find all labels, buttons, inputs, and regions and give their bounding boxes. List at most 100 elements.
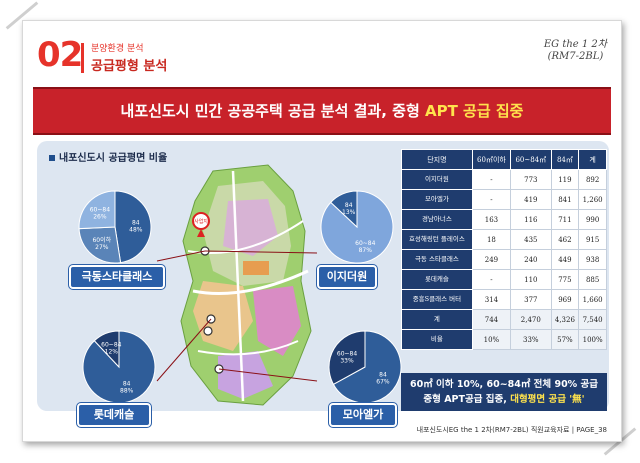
pie-slice-label: 84 <box>345 202 353 209</box>
bullet-square-icon <box>49 155 55 161</box>
pie-slice-percent: 88% <box>120 387 134 394</box>
table-cell: 711 <box>550 209 580 230</box>
table-cell: 462 <box>550 229 580 250</box>
table-cell: 57% <box>550 329 580 350</box>
pie-slice-label: 84 <box>132 219 140 226</box>
table-header-cell: 60㎡이하 <box>471 149 512 170</box>
table-cell: 240 <box>510 249 552 270</box>
table-cell: 885 <box>578 269 607 290</box>
pie-slice-label: 60~84 <box>90 207 110 214</box>
table-cell: 110 <box>510 269 552 290</box>
table-row: 경남아너스 163 116 711 990 <box>401 209 607 230</box>
label-moa: 모아엘가 <box>329 403 397 427</box>
table-cell: 18 <box>471 229 512 250</box>
pie-slice <box>114 190 152 264</box>
pie-slice-label: 60이하 <box>92 236 111 244</box>
pie-slice-percent: 12% <box>105 349 119 356</box>
project-name-line1: EG the 1 2차 <box>543 39 607 50</box>
pie-slice-label: 84 <box>379 372 387 379</box>
table-cell: 1,260 <box>578 189 607 210</box>
project-name: EG the 1 2차 (RM7-2BL) <box>544 39 607 63</box>
table-row: 계 744 2,470 4,326 7,540 <box>401 309 607 330</box>
table-cell: 4,326 <box>550 309 580 330</box>
table-cell: 435 <box>510 229 552 250</box>
table-cell: 116 <box>510 209 552 230</box>
summary-line2: 중형 APT공급 집중, 대형평면 공급 '無' <box>401 392 607 407</box>
table-header-cell: 84㎡ <box>550 149 580 170</box>
table-cell: 938 <box>578 249 607 270</box>
table-cell: - <box>471 189 512 210</box>
table-cell: 377 <box>510 289 552 310</box>
pie-slice <box>78 226 122 264</box>
panel-title: 내포신도시 공급평면 비율 <box>49 149 167 164</box>
pie-slice <box>330 190 358 229</box>
table-row: 중흥S클래스 버터 314 377 969 1,660 <box>401 289 607 310</box>
table-cell: 773 <box>510 169 552 190</box>
headline-highlight: APT 공급 집중 <box>424 102 524 120</box>
table-row-header: 경남아너스 <box>401 209 473 230</box>
pie-slice-percent: 33% <box>340 357 354 364</box>
table-row-header: 이지더원 <box>401 169 473 190</box>
table-cell: 892 <box>578 169 607 190</box>
pie-slice <box>332 330 402 404</box>
table-cell: 775 <box>550 269 580 290</box>
label-lotte: 롯데캐슬 <box>77 403 151 427</box>
pie-slice-percent: 26% <box>93 214 107 221</box>
table-row: 비율 10% 33% 57% 100% <box>401 329 607 350</box>
summary-note: 60㎡ 이하 10%, 60~84㎡ 전체 90% 공급 중형 APT공급 집중… <box>401 373 607 411</box>
table-header-cell: 60~84㎡ <box>510 149 552 170</box>
label-easy: 이지더원 <box>317 265 377 289</box>
table-header-row: 단지명 60㎡이하 60~84㎡ 84㎡ 계 <box>401 149 607 170</box>
pie-slice-label: 84 <box>123 380 131 387</box>
pie-slice-percent: 27% <box>95 244 109 251</box>
table-cell: 7,540 <box>578 309 607 330</box>
pie-slice-percent: 67% <box>376 379 390 386</box>
connector-lines <box>156 250 318 382</box>
table-row: 롯데캐슬 -110 775 885 <box>401 269 607 290</box>
pie-slice-label: 60~84 <box>337 350 357 357</box>
label-geukdong: 극동스타클래스 <box>69 265 165 289</box>
table-cell: 314 <box>471 289 512 310</box>
section-number: 02 <box>37 35 83 75</box>
table-row: 효성해링턴 플레이스 18 435 462 915 <box>401 229 607 250</box>
table-cell: 449 <box>550 249 580 270</box>
content-panel: 내포신도시 공급평면 비율 사업지 84 <box>37 141 609 427</box>
table-cell: 744 <box>471 309 512 330</box>
table-cell: 2,470 <box>510 309 552 330</box>
table-cell: 1,660 <box>578 289 607 310</box>
table-row-header: 비율 <box>401 329 473 350</box>
table-row-header: 효성해링턴 플레이스 <box>401 229 473 250</box>
table-cell: 33% <box>510 329 552 350</box>
table-cell: 10% <box>471 329 512 350</box>
table-row-header: 모아엘가 <box>401 189 473 210</box>
supply-table: 단지명 60㎡이하 60~84㎡ 84㎡ 계 이지더원 -773 119 892 모아엘가 -41… <box>401 149 607 350</box>
slide-page: 02 분양환경 분석 공급평형 분석 EG the 1 2차 (RM7-2BL)… <box>22 20 622 442</box>
table-header-cell: 계 <box>578 149 607 170</box>
table-cell: 163 <box>471 209 512 230</box>
table-cell: 841 <box>550 189 580 210</box>
page-footer: 내포신도시EG the 1 2차(RM7-2BL) 직원교육자료 | PAGE_… <box>416 426 607 434</box>
summary-line2-highlight: 대형평면 공급 '無' <box>510 394 585 405</box>
table-header-cell: 단지명 <box>401 149 473 170</box>
table-cell: 100% <box>578 329 607 350</box>
table-row: 이지더원 -773 119 892 <box>401 169 607 190</box>
panel-title-text: 내포신도시 공급평면 비율 <box>59 153 168 164</box>
headline-text: 내포신도시 민간 공공주택 공급 분석 결과, 중형 <box>120 102 425 120</box>
table-row-header: 계 <box>401 309 473 330</box>
pie-slice-percent: 48% <box>129 226 143 233</box>
table-cell: 915 <box>578 229 607 250</box>
table-cell: 990 <box>578 209 607 230</box>
site-pin-label: 사업지 <box>194 218 208 225</box>
table-row-header: 중흥S클래스 버터 <box>401 289 473 310</box>
summary-line2-text: 중형 APT공급 집중, <box>423 394 511 405</box>
table-cell: 969 <box>550 289 580 310</box>
header-divider <box>81 43 84 73</box>
pie-slice <box>93 330 120 369</box>
table-cell: 119 <box>550 169 580 190</box>
table-row-header: 극동 스타클래스 <box>401 249 473 270</box>
table-cell: - <box>471 269 512 290</box>
